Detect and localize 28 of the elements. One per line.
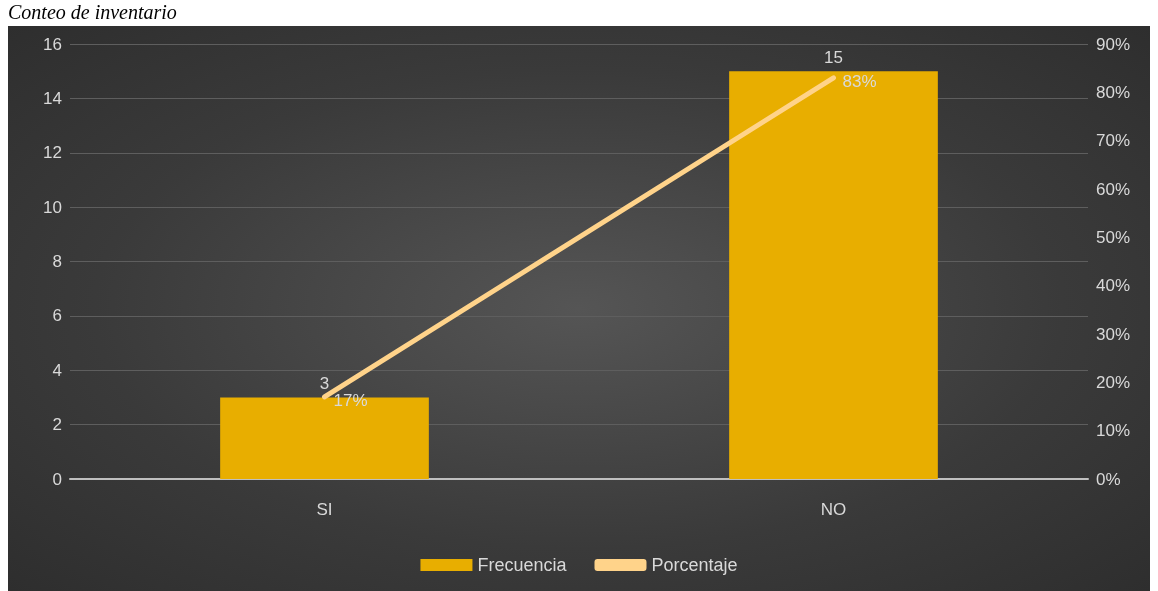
legend-label: Frecuencia xyxy=(477,555,568,575)
y2-tick-label: 10% xyxy=(1096,421,1131,441)
y2-tick-label: 50% xyxy=(1096,227,1131,247)
data-label: 83% xyxy=(842,72,877,92)
data-label: 15 xyxy=(824,48,843,68)
y2-tick-label: 0% xyxy=(1096,469,1121,489)
y2-tick-label: 70% xyxy=(1096,131,1131,151)
y-tick-label: 10 xyxy=(43,197,62,217)
y-tick-label: 8 xyxy=(52,252,62,271)
y2-tick-label: 60% xyxy=(1096,179,1131,199)
y-tick-label: 12 xyxy=(43,143,62,163)
y-tick-label: 6 xyxy=(52,306,62,326)
data-label: 17% xyxy=(333,391,368,411)
y-tick-label: 0 xyxy=(52,469,62,489)
chart-title: Conteo de inventario xyxy=(7,0,178,25)
data-label: 3 xyxy=(319,374,330,394)
y2-tick-label: 80% xyxy=(1096,82,1131,102)
x-tick-label: SI xyxy=(316,500,333,519)
y2-tick-label: 40% xyxy=(1096,276,1131,296)
y2-tick-label: 90% xyxy=(1096,34,1131,54)
y2-tick-label: 20% xyxy=(1096,372,1131,392)
y2-tick-label: 30% xyxy=(1096,324,1131,344)
legend-label: Porcentaje xyxy=(651,555,738,575)
y-tick-label: 14 xyxy=(43,88,62,108)
y-tick-label: 2 xyxy=(52,415,62,435)
y-tick-label: 4 xyxy=(52,360,62,380)
y-tick-label: 16 xyxy=(43,34,62,54)
x-tick-label: NO xyxy=(820,500,847,519)
